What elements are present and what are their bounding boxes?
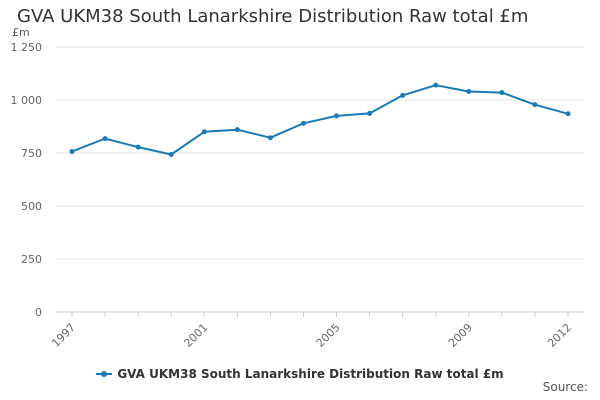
data-point (466, 89, 472, 95)
data-point (400, 92, 406, 98)
x-tick-label: 2001 (181, 321, 210, 350)
y-tick-label: 1 000 (11, 94, 43, 107)
data-point (69, 149, 75, 155)
data-point (267, 135, 273, 141)
data-point (201, 129, 207, 135)
data-point (135, 144, 141, 150)
data-point (102, 136, 108, 142)
x-tick-label: 2012 (545, 321, 574, 350)
data-point (532, 102, 538, 108)
data-point (433, 82, 439, 88)
x-tick-label: 1997 (49, 321, 78, 350)
data-point (300, 120, 306, 126)
data-point (168, 151, 174, 157)
y-axis-unit: £m (12, 26, 30, 39)
x-tick-label: 2005 (314, 321, 343, 350)
y-tick-label: 750 (21, 147, 42, 160)
y-tick-label: 250 (21, 253, 42, 266)
x-tick-label: 2009 (446, 321, 475, 350)
data-point (499, 90, 505, 96)
source-note: Source: (542, 380, 588, 394)
y-tick-label: 0 (35, 306, 42, 319)
y-tick-label: 500 (21, 200, 42, 213)
data-point (334, 113, 340, 119)
legend-item[interactable]: GVA UKM38 South Lanarkshire Distribution… (96, 367, 504, 381)
data-point (565, 111, 571, 117)
data-point (367, 110, 373, 116)
y-tick-label: 1 250 (11, 41, 43, 54)
series-line (71, 84, 569, 156)
legend[interactable]: GVA UKM38 South Lanarkshire Distribution… (0, 364, 600, 381)
chart-title: GVA UKM38 South Lanarkshire Distribution… (17, 6, 529, 27)
legend-line-marker-icon (96, 371, 113, 377)
legend-label: GVA UKM38 South Lanarkshire Distribution… (117, 367, 504, 381)
data-point (234, 127, 240, 133)
